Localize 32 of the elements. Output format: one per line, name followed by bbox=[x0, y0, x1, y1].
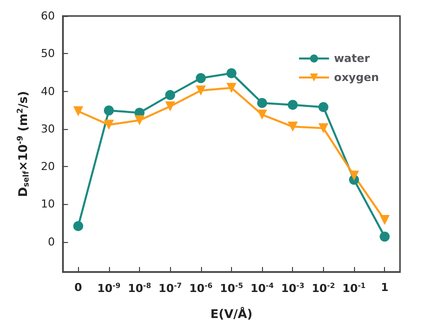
legend-label: oxygen bbox=[334, 71, 380, 84]
point bbox=[257, 98, 268, 108]
y-tick-label: 10 bbox=[40, 198, 55, 211]
x-tick-label: 1 bbox=[380, 281, 389, 294]
legend-label: water bbox=[334, 52, 370, 65]
y-tick-label: 40 bbox=[40, 84, 55, 98]
point bbox=[196, 73, 206, 84]
point bbox=[318, 102, 328, 112]
point bbox=[134, 115, 145, 126]
point bbox=[380, 232, 390, 242]
x-tick-label: 0 bbox=[74, 281, 82, 294]
point bbox=[226, 68, 236, 78]
point bbox=[196, 86, 206, 96]
point bbox=[104, 120, 114, 130]
y-tick-label: 60 bbox=[40, 10, 55, 22]
point bbox=[257, 110, 268, 120]
y-tick-label: 30 bbox=[40, 122, 55, 136]
point bbox=[73, 221, 84, 232]
point bbox=[349, 170, 360, 181]
point bbox=[318, 123, 328, 134]
y-tick-label: 0 bbox=[48, 235, 55, 248]
point bbox=[165, 101, 176, 112]
y-tick-label: 20 bbox=[40, 160, 55, 174]
x-axis-title: E(V/Å) bbox=[210, 306, 253, 321]
point bbox=[288, 100, 298, 110]
point bbox=[288, 122, 298, 132]
point bbox=[104, 105, 114, 116]
y-tick-label: 50 bbox=[40, 47, 55, 60]
point bbox=[226, 82, 236, 93]
point bbox=[165, 90, 176, 100]
point bbox=[73, 106, 84, 116]
point bbox=[380, 215, 390, 226]
